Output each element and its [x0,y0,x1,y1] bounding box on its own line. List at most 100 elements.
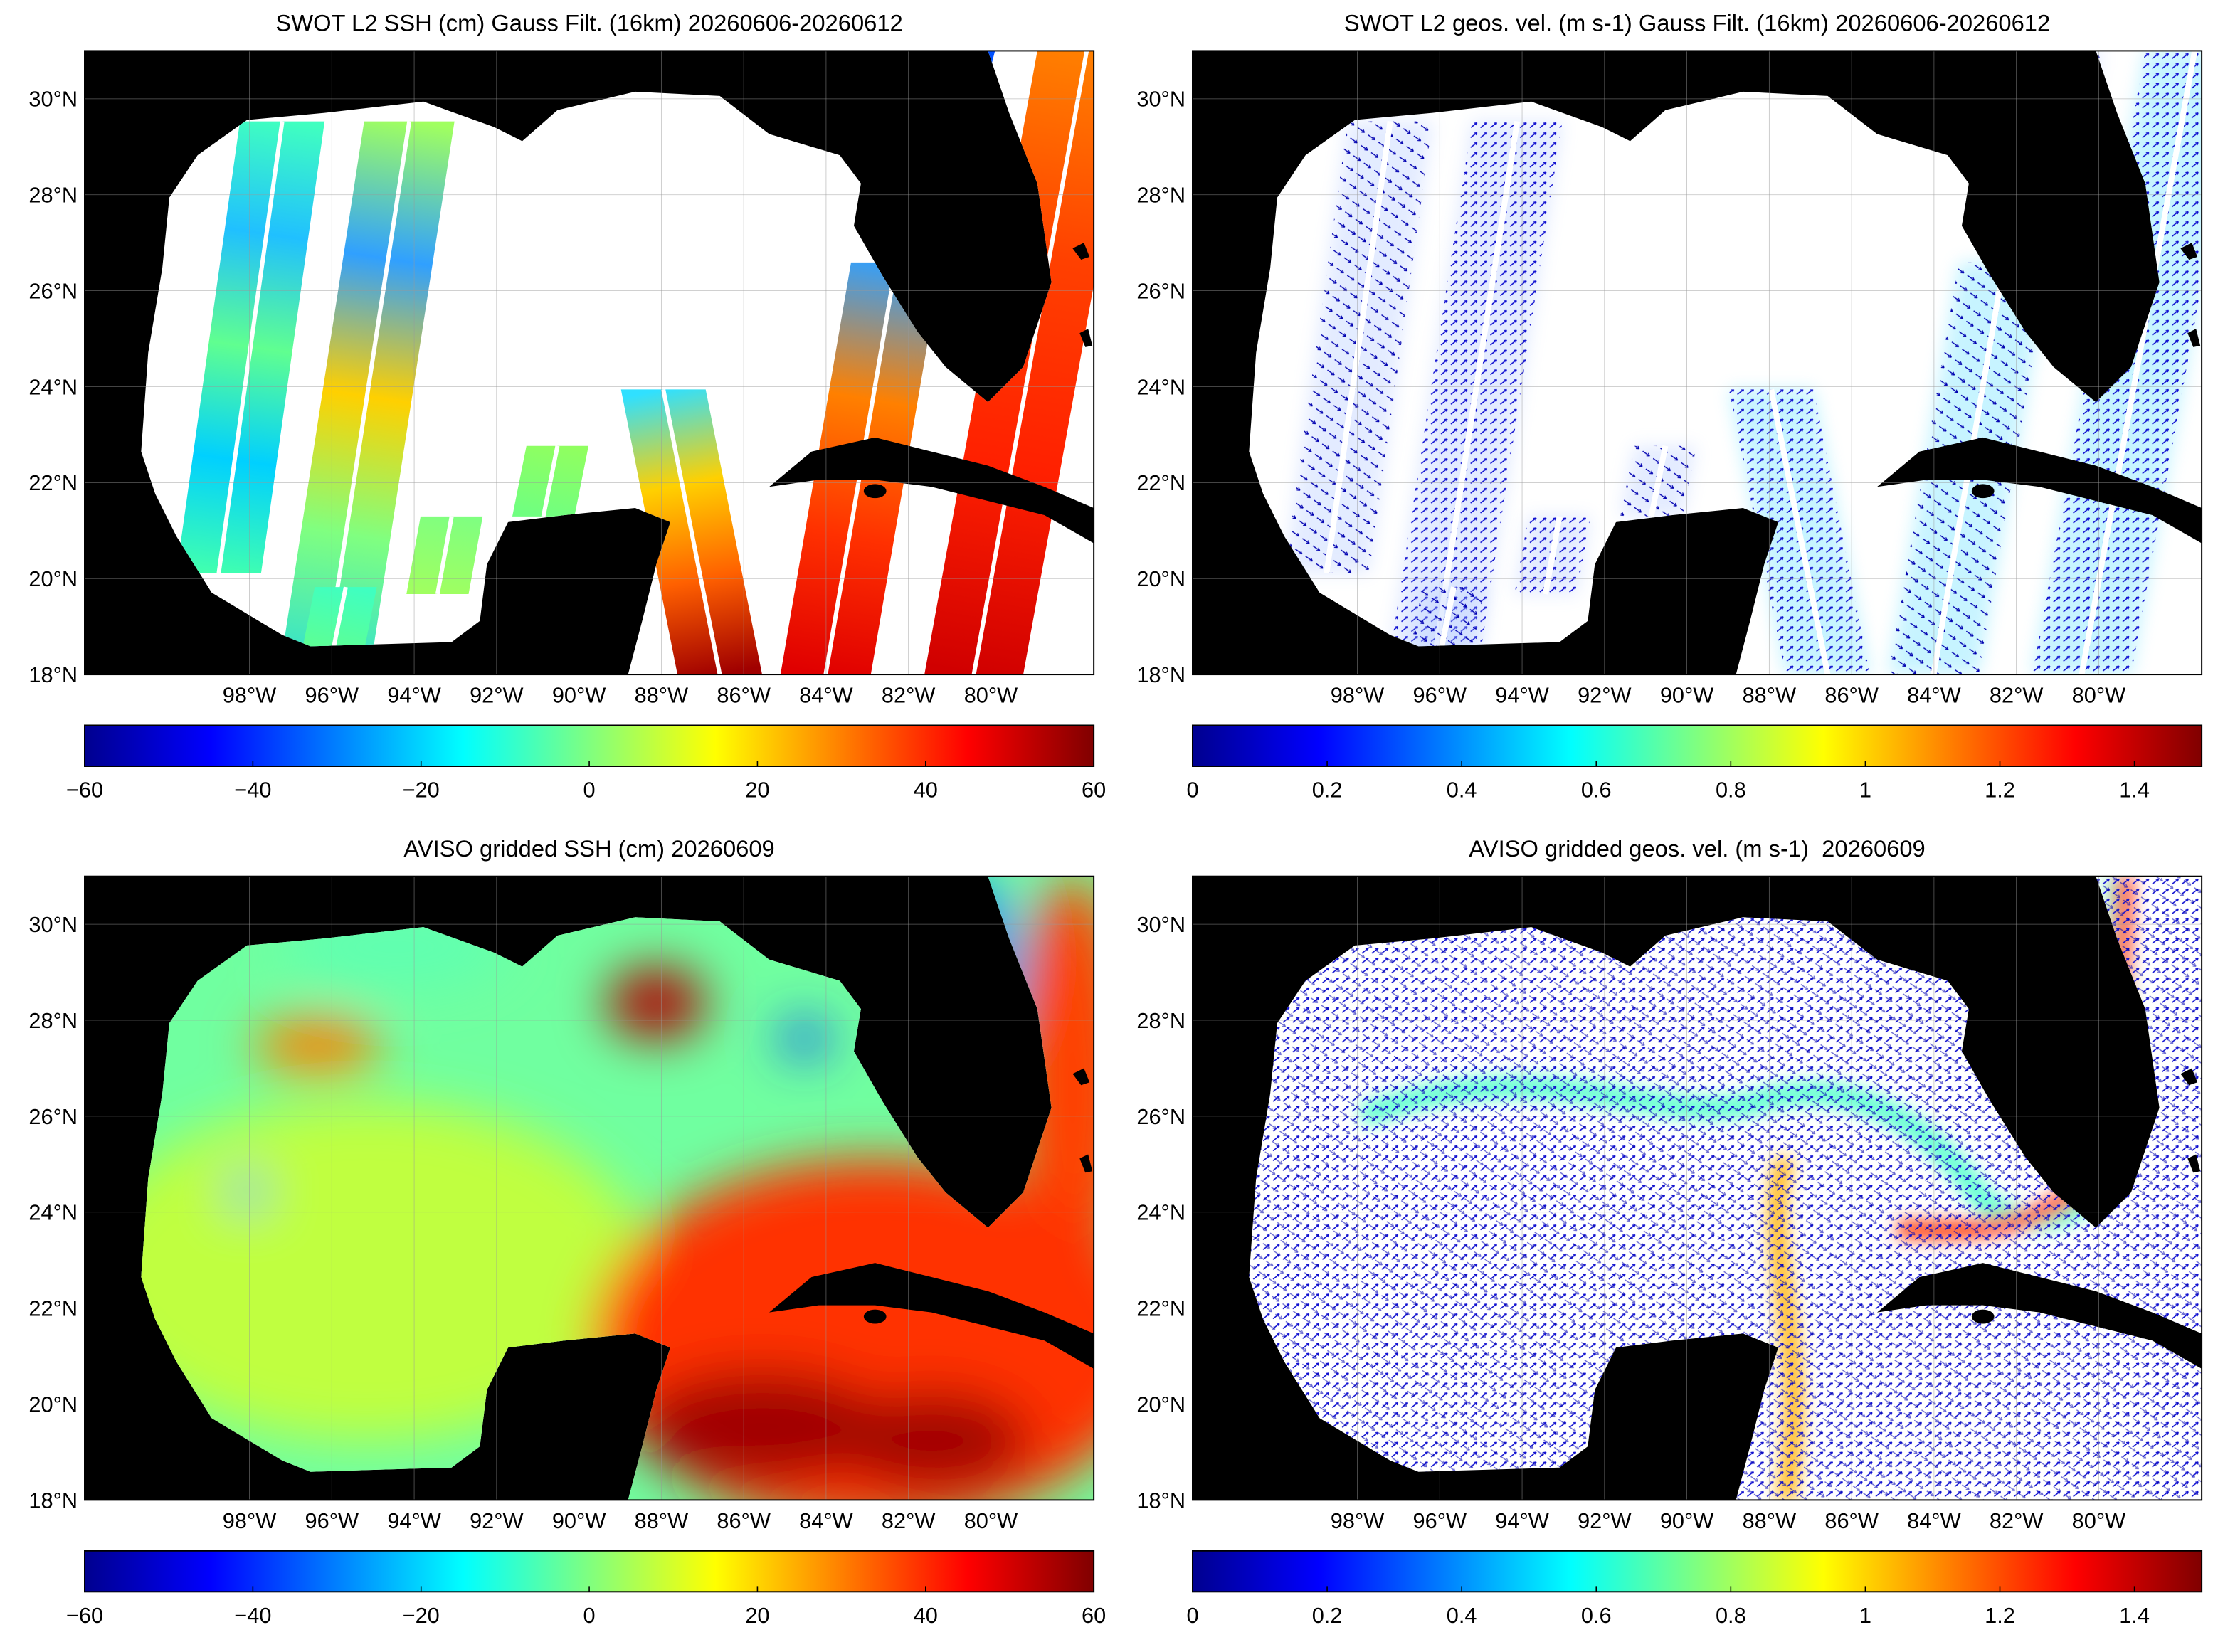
nadir-gap [1324,121,1393,573]
x-tick-label: 94°W [1495,1508,1548,1533]
y-tick-label: 18°N [1136,1488,1185,1513]
x-tick-label: 82°W [882,683,936,708]
x-tick-label: 84°W [1907,683,1960,708]
colorbar-tick-label: 1.2 [1985,778,2015,803]
x-tick-label: 96°W [305,683,359,708]
x-tick-label: 92°W [1578,1508,1631,1533]
colorbar-tick-label: 0 [1186,778,1198,803]
colorbar-tick-label: 0 [583,778,596,803]
x-tick-label: 80°W [2072,1508,2126,1533]
x-tick-label: 90°W [1660,1508,1714,1533]
x-tick-label: 86°W [717,683,771,708]
colorbar-tick-label: −60 [66,778,103,803]
y-tick-label: 26°N [28,1104,78,1129]
y-tick-label: 22°N [1136,470,1185,495]
colorbar-tick-label: −20 [403,778,440,803]
x-tick-label: 86°W [717,1508,771,1533]
y-tick-label: 24°N [28,1200,78,1225]
map [85,51,1094,675]
y-tick-label: 22°N [1136,1296,1185,1321]
x-tick-label: 84°W [799,1508,853,1533]
colorbar-tick-label: 0.8 [1716,778,1746,803]
x-tick-label: 92°W [470,1508,524,1533]
x-tick-label: 90°W [1660,683,1714,708]
colorbar [84,1550,1095,1593]
panel: SWOT L2 SSH (cm) Gauss Filt. (16km) 2026… [28,10,1106,803]
y-tick-label: 20°N [1136,1392,1185,1417]
x-tick-label: 84°W [1907,1508,1960,1533]
x-tick-label: 96°W [1413,683,1467,708]
colorbar-tick-label: 1 [1859,1603,1871,1628]
ssh-blob [230,1174,264,1208]
colorbar-tick-label: 20 [745,778,769,803]
map [1192,51,2202,675]
colorbar-tick-label: 20 [745,1603,769,1628]
nadir-gap [1542,516,1563,595]
x-tick-label: 88°W [1743,1508,1797,1533]
y-tick-label: 18°N [28,662,78,687]
x-tick-label: 98°W [223,683,277,708]
colorbar-tick-label: 60 [1082,778,1106,803]
x-tick-label: 92°W [1578,683,1631,708]
colorbar-tick-label: 1.4 [2119,778,2150,803]
x-tick-label: 80°W [2072,683,2126,708]
ssh-blob [254,1017,381,1074]
colorbar-tick-label: 0.6 [1581,778,1612,803]
y-tick-label: 20°N [28,1392,78,1417]
colorbar-tick-label: 0 [583,1603,596,1628]
x-tick-label: 88°W [1743,683,1797,708]
panel-title: SWOT L2 SSH (cm) Gauss Filt. (16km) 2026… [275,10,902,36]
ssh-blob [606,968,706,1039]
colorbar-tick-label: 1 [1859,778,1871,803]
x-tick-label: 82°W [882,1508,936,1533]
panel-title: SWOT L2 geos. vel. (m s-1) Gauss Filt. (… [1344,10,2050,36]
nadir-gap [541,445,560,517]
ssh-blob [635,1370,889,1483]
colorbar-tick-label: 40 [914,778,938,803]
y-tick-label: 22°N [28,470,78,495]
colorbar-tick-label: 60 [1082,1603,1106,1628]
nadir-gap [435,516,454,595]
nadir-gap [216,121,285,573]
colorbar-tick-label: 0.2 [1312,1603,1343,1628]
x-tick-label: 90°W [552,1508,606,1533]
colorbar [1191,724,2203,767]
map-frame [1191,50,2203,676]
colorbar-tick-label: 0 [1186,1603,1198,1628]
colorbar-tick-label: 1.2 [1985,1603,2015,1628]
colorbar-tick-label: −40 [234,1603,271,1628]
y-tick-label: 30°N [28,912,78,937]
x-tick-label: 96°W [305,1508,359,1533]
y-tick-label: 28°N [1136,183,1185,208]
x-tick-label: 98°W [1331,1508,1385,1533]
y-tick-label: 26°N [1136,278,1185,303]
y-tick-label: 28°N [28,1008,78,1033]
y-tick-label: 28°N [1136,1008,1185,1033]
nadir-gap [661,388,722,675]
y-tick-label: 20°N [28,566,78,591]
y-tick-label: 24°N [1136,1200,1185,1225]
colorbar-tick-label: 1.4 [2119,1603,2150,1628]
data-layer [1249,876,2202,1500]
map [1192,876,2202,1500]
x-tick-label: 94°W [1495,683,1548,708]
panel: AVISO gridded SSH (cm) 20260609 98°W 96°W 9… [28,835,1106,1628]
colorbar-tick-label: 0.8 [1716,1603,1746,1628]
y-tick-label: 24°N [28,374,78,399]
colorbar [1191,1550,2203,1593]
panel: SWOT L2 geos. vel. (m s-1) Gauss Filt. (… [1136,10,2203,803]
panel-title: AVISO gridded SSH (cm) 20260609 [403,835,774,862]
x-tick-label: 80°W [964,683,1018,708]
x-tick-label: 86°W [1824,683,1879,708]
y-tick-label: 22°N [28,1296,78,1321]
x-tick-label: 80°W [964,1508,1018,1533]
colorbar-tick-label: −40 [234,778,271,803]
y-tick-label: 20°N [1136,566,1185,591]
x-tick-label: 84°W [799,683,853,708]
x-tick-label: 90°W [552,683,606,708]
x-tick-label: 92°W [470,683,524,708]
x-tick-label: 88°W [635,1508,689,1533]
y-tick-label: 26°N [1136,1104,1185,1129]
x-tick-label: 86°W [1824,1508,1879,1533]
x-tick-label: 98°W [223,1508,277,1533]
